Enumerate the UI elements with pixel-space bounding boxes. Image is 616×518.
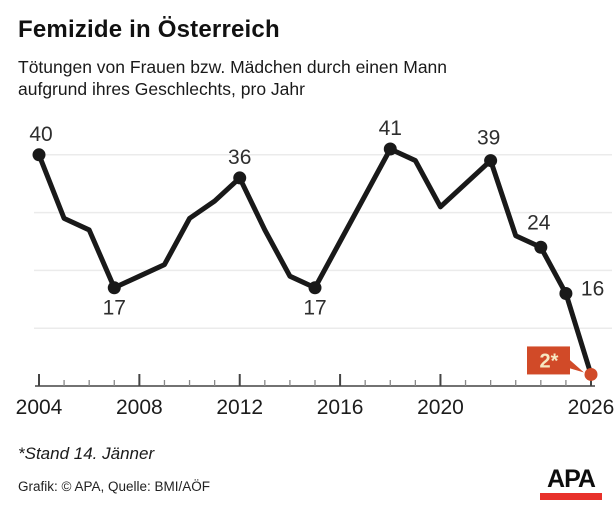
footnote: *Stand 14. Jänner <box>18 444 155 463</box>
annotation-box <box>527 346 570 375</box>
point-label-2024: 24 <box>527 211 551 234</box>
annotation-label: 2* <box>540 350 559 372</box>
annotation-pointer <box>567 357 584 373</box>
apa-logo-red-bar <box>540 493 602 500</box>
x-tick-label-2012: 2012 <box>216 396 263 419</box>
point-label-2022: 39 <box>477 127 500 150</box>
point-label-2007: 17 <box>103 297 126 320</box>
data-point-2004 <box>32 148 46 162</box>
page-title: Femizide in Österreich <box>18 16 280 43</box>
data-point-2015 <box>308 281 322 295</box>
data-point-2012 <box>233 171 247 185</box>
source-credit: Grafik: © APA, Quelle: BMI/AÖF <box>18 479 210 494</box>
apa-logo-text: APA <box>547 465 596 493</box>
data-point-2007 <box>107 281 121 295</box>
data-line <box>36 146 594 377</box>
data-point-2018 <box>383 142 397 156</box>
x-tick-label-2016: 2016 <box>317 396 364 419</box>
subtitle-line-2: aufgrund ihres Geschlechts, pro Jahr <box>18 79 305 99</box>
x-tick-label-2026: 2026 <box>568 396 615 419</box>
point-label-2018: 41 <box>379 117 402 140</box>
point-label-2015: 17 <box>303 297 326 320</box>
x-tick-label-2004: 2004 <box>16 396 63 419</box>
x-tick-label-2008: 2008 <box>116 396 163 419</box>
x-tick-label-2020: 2020 <box>417 396 464 419</box>
data-point-2025 <box>559 287 573 301</box>
data-point-2026 <box>584 367 598 381</box>
chart-subtitle: Tötungen von Frauen bzw. Mädchen durch e… <box>18 56 447 100</box>
data-point-2024 <box>534 240 548 254</box>
point-label-2004: 40 <box>29 123 52 146</box>
point-label-2025: 16 <box>581 278 604 301</box>
apa-logo: APA <box>540 466 602 500</box>
point-label-2012: 36 <box>228 146 251 169</box>
data-point-2022 <box>484 154 498 168</box>
subtitle-line-1: Tötungen von Frauen bzw. Mädchen durch e… <box>18 57 448 77</box>
